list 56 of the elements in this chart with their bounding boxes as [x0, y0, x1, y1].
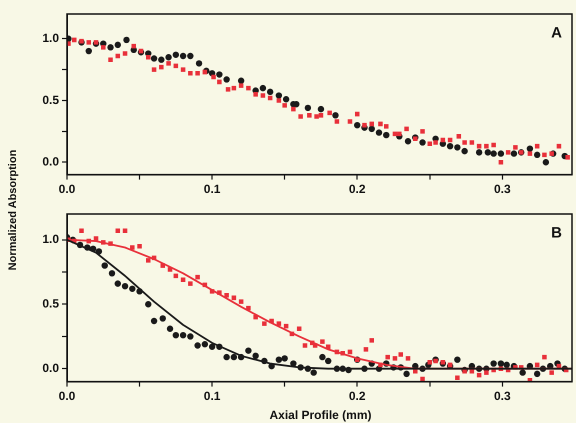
- point: [282, 96, 290, 102]
- point: [383, 132, 390, 138]
- annotation: B: [551, 224, 562, 242]
- point: [526, 145, 534, 152]
- y-tick-label: 1.0: [42, 31, 60, 46]
- point: [542, 159, 550, 166]
- point: [107, 44, 114, 51]
- point: [404, 138, 412, 144]
- point: [446, 142, 454, 150]
- point: [510, 150, 518, 157]
- point: [196, 60, 202, 67]
- x-tick-label: 0.1: [204, 182, 221, 196]
- point: [332, 112, 339, 118]
- point: [172, 52, 180, 58]
- point: [454, 144, 461, 151]
- x-tick-label: 0.2: [348, 389, 366, 404]
- point: [354, 122, 360, 128]
- y-tick-label: 0.5: [42, 296, 60, 311]
- y-axis-title: Normalized Absorption: [7, 148, 19, 272]
- point: [187, 52, 194, 60]
- point: [534, 152, 540, 158]
- point: [238, 78, 244, 84]
- point: [498, 150, 504, 157]
- point: [180, 52, 186, 60]
- y-tick-label: 1.0: [42, 232, 60, 246]
- point: [304, 104, 312, 112]
- point: [123, 36, 130, 44]
- point: [165, 54, 172, 60]
- point: [223, 76, 230, 83]
- y-tick-label: 0.0: [42, 361, 60, 376]
- y-tick-label: 0.5: [42, 92, 60, 107]
- point: [216, 71, 223, 78]
- x-tick-label: 0.3: [494, 182, 512, 196]
- x-tick-label: 0.0: [58, 182, 76, 196]
- point: [276, 92, 282, 99]
- x-tick-label: 0.2: [348, 182, 366, 196]
- y-tick-label: 0.0: [42, 154, 60, 169]
- point: [419, 139, 426, 146]
- point: [376, 129, 382, 136]
- point: [260, 84, 266, 92]
- x-tick-label: 0.0: [58, 389, 76, 404]
- x-tick-label: 0.1: [204, 389, 221, 404]
- point: [158, 56, 165, 63]
- point: [461, 148, 468, 154]
- annotation: A: [551, 24, 562, 42]
- x-tick-label: 0.3: [494, 389, 512, 404]
- x-axis-title: Axial Profile (mm): [268, 408, 373, 422]
- point: [368, 126, 375, 132]
- point: [266, 88, 274, 96]
- point: [86, 48, 92, 54]
- point: [484, 149, 492, 156]
- point: [150, 55, 158, 62]
- point: [318, 106, 324, 112]
- point: [490, 150, 497, 157]
- point: [476, 149, 482, 156]
- point: [114, 42, 121, 48]
